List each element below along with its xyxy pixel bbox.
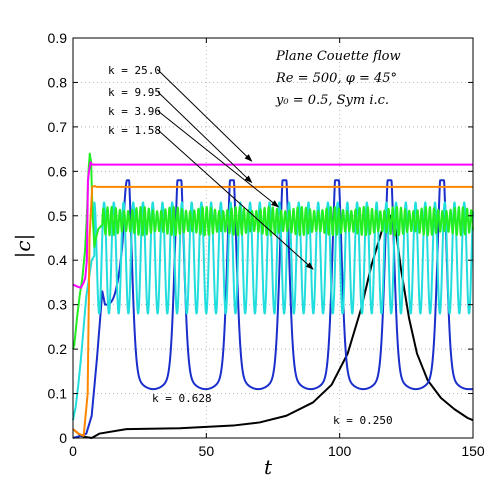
ticks: 0 50 100 150 0 0.1 0.2 0.3 0.4 0.5 0.6 0.7 0.8 0.9: [48, 30, 485, 459]
y-tick-label: 0.7: [48, 119, 68, 135]
series-line-k-3-96: [72, 152, 474, 350]
series-line-k-1-58: [72, 201, 474, 421]
series-line-k-25-0: [72, 161, 473, 289]
series-line-k-9-95: [72, 185, 473, 437]
series-label-k0628: k = 0.628: [152, 392, 212, 405]
x-tick-label: 100: [328, 443, 352, 459]
x-axis-label: t: [264, 455, 273, 479]
annotation-arrow: [157, 110, 280, 208]
series-label-k396: k = 3.96: [108, 105, 161, 118]
y-tick-label: 0.5: [48, 208, 68, 224]
y-tick-label: 0.8: [48, 74, 68, 90]
x-tick-label: 50: [199, 443, 215, 459]
x-tick-label: 150: [461, 443, 485, 459]
annotation-line-1: Plane Couette flow: [275, 49, 401, 64]
series-label-k158: k = 1.58: [108, 124, 161, 137]
annotation-arrow: [157, 129, 314, 270]
x-tick-label: 0: [69, 443, 77, 459]
y-tick-label: 0.1: [48, 386, 68, 402]
annotation-arrow: [157, 69, 253, 162]
annotation-line-2: Re = 500, φ = 45°: [275, 71, 397, 86]
annotation-arrow: [157, 91, 253, 184]
annotation-arrows: [157, 69, 314, 270]
series-label-k25: k = 25.0: [108, 64, 161, 77]
series-layer: [72, 152, 474, 439]
annotation-line-3: y₀ = 0.5, Sym i.c.: [275, 93, 389, 108]
y-tick-label: 0: [59, 430, 67, 446]
y-tick-label: 0.3: [48, 297, 68, 313]
y-tick-label: 0.2: [48, 341, 68, 357]
series-label-k0250: k = 0.250: [333, 414, 393, 427]
y-tick-label: 0.4: [48, 252, 68, 268]
y-tick-label: 0.9: [48, 30, 68, 46]
plot-frame: [72, 37, 474, 439]
y-axis-label: |c|: [11, 234, 36, 259]
y-tick-label: 0.6: [48, 163, 68, 179]
series-label-k995: k = 9.95: [108, 86, 161, 99]
